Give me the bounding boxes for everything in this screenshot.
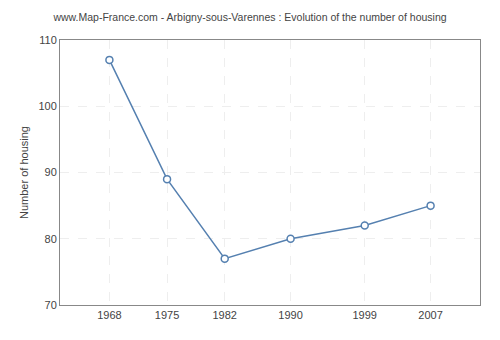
svg-text:1990: 1990	[278, 309, 302, 321]
svg-text:Number of housing: Number of housing	[18, 126, 30, 219]
svg-text:1975: 1975	[155, 309, 179, 321]
svg-text:1968: 1968	[97, 309, 121, 321]
svg-text:1982: 1982	[212, 309, 236, 321]
svg-text:70: 70	[45, 299, 57, 311]
svg-text:100: 100	[38, 100, 56, 112]
svg-text:2007: 2007	[418, 309, 442, 321]
svg-text:110: 110	[39, 34, 57, 46]
svg-text:www.Map-France.com - Arbigny-s: www.Map-France.com - Arbigny-sous-Varenn…	[52, 11, 446, 23]
svg-text:90: 90	[45, 166, 57, 178]
svg-text:1999: 1999	[352, 309, 376, 321]
svg-text:80: 80	[45, 233, 57, 245]
